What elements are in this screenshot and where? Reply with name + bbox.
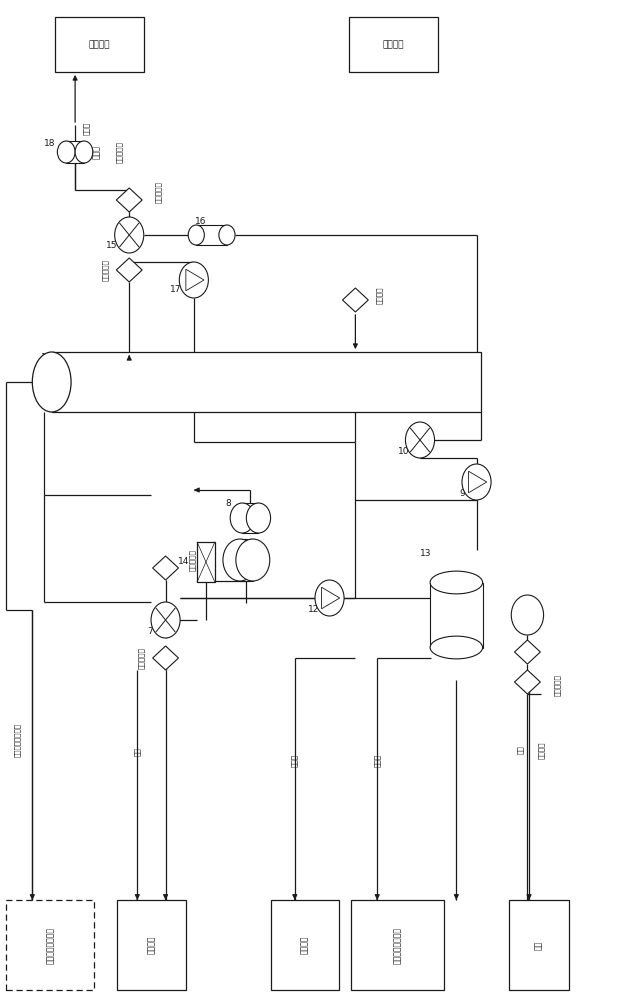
Text: FCS: FCS [123,267,135,272]
Ellipse shape [57,141,75,163]
Ellipse shape [246,503,270,533]
Text: 10: 10 [398,448,410,456]
Text: 低压氨气: 低压氨气 [538,741,544,759]
Bar [52,352,481,412]
Bar [197,225,227,245]
Text: 蒸氨单元: 蒸氨单元 [300,936,309,954]
Ellipse shape [430,571,483,594]
Text: 中压氨气: 中压氨气 [376,286,383,304]
Ellipse shape [230,503,255,533]
Text: 循环水上水: 循环水上水 [155,181,162,203]
Text: 后续用户: 后续用户 [382,40,404,49]
Text: 稀氨水: 稀氨水 [292,753,298,767]
Ellipse shape [430,636,483,659]
Polygon shape [117,258,142,282]
Text: FCS: FCS [123,198,135,202]
Text: 蒸氨单元: 蒸氨单元 [147,936,156,954]
Text: 氨液氨水分离单元: 氨液氨水分离单元 [393,926,402,964]
Text: M: M [523,610,532,620]
Text: 稀氨气: 稀氨气 [83,121,89,135]
Polygon shape [469,471,487,493]
Bar [243,503,258,533]
Polygon shape [515,670,541,694]
Text: 12: 12 [307,605,319,614]
Polygon shape [343,288,369,312]
Text: 脱硫脱氨: 脱硫脱氨 [89,40,110,49]
Circle shape [180,262,209,298]
Text: 16: 16 [195,217,206,226]
Polygon shape [152,556,178,580]
Polygon shape [321,587,340,609]
Text: 脱硫系统出不凝气: 脱硫系统出不凝气 [14,723,21,757]
Ellipse shape [219,225,235,245]
Text: FCS: FCS [160,566,171,570]
Text: 循环水上水: 循环水上水 [189,549,195,571]
Text: FCR: FCR [160,656,171,660]
Bar [349,17,438,72]
Text: 11: 11 [41,354,52,362]
Bar [55,17,144,72]
Bar [270,900,339,990]
Text: 8: 8 [226,498,231,508]
Bar [6,900,94,990]
Text: 15: 15 [106,240,117,249]
Ellipse shape [236,539,270,581]
Polygon shape [117,188,142,212]
Circle shape [151,602,180,638]
Circle shape [462,464,491,500]
Text: 氨气冷凝水: 氨气冷凝水 [554,674,561,696]
Text: 14: 14 [178,558,190,566]
Polygon shape [515,640,541,664]
Text: SO: SO [524,680,532,684]
Text: SW: SW [523,650,532,654]
Text: 蒸氨: 蒸氨 [517,746,524,754]
Text: 稀氨水: 稀氨水 [374,753,381,767]
Text: 13: 13 [420,548,432,558]
Text: 脱硫脱氨氨气管道: 脱硫脱氨氨气管道 [45,926,55,964]
Bar [430,582,483,648]
Text: 氨气: 氨气 [134,748,140,756]
Ellipse shape [188,225,204,245]
Bar [240,539,253,581]
Text: 循环水回水: 循环水回水 [138,647,145,669]
Text: 7: 7 [147,628,153,637]
Circle shape [315,580,344,616]
Text: 稀氨气: 稀氨气 [93,145,101,159]
Text: 9: 9 [459,489,465,498]
Bar [352,900,444,990]
Polygon shape [152,646,178,670]
Ellipse shape [32,352,71,412]
Text: SV: SV [352,298,359,302]
Text: 循环水上水: 循环水上水 [116,141,123,163]
Polygon shape [186,269,204,291]
Bar [66,141,84,163]
Ellipse shape [75,141,93,163]
Circle shape [406,422,435,458]
Circle shape [512,595,544,635]
Bar [117,900,186,990]
Bar [197,542,215,582]
Text: 液氨: 液氨 [534,940,543,950]
Bar [509,900,570,990]
Ellipse shape [223,539,257,581]
Text: 17: 17 [169,286,181,294]
Text: 18: 18 [44,138,56,147]
Circle shape [115,217,144,253]
Text: 循环水回水: 循环水回水 [101,259,108,281]
